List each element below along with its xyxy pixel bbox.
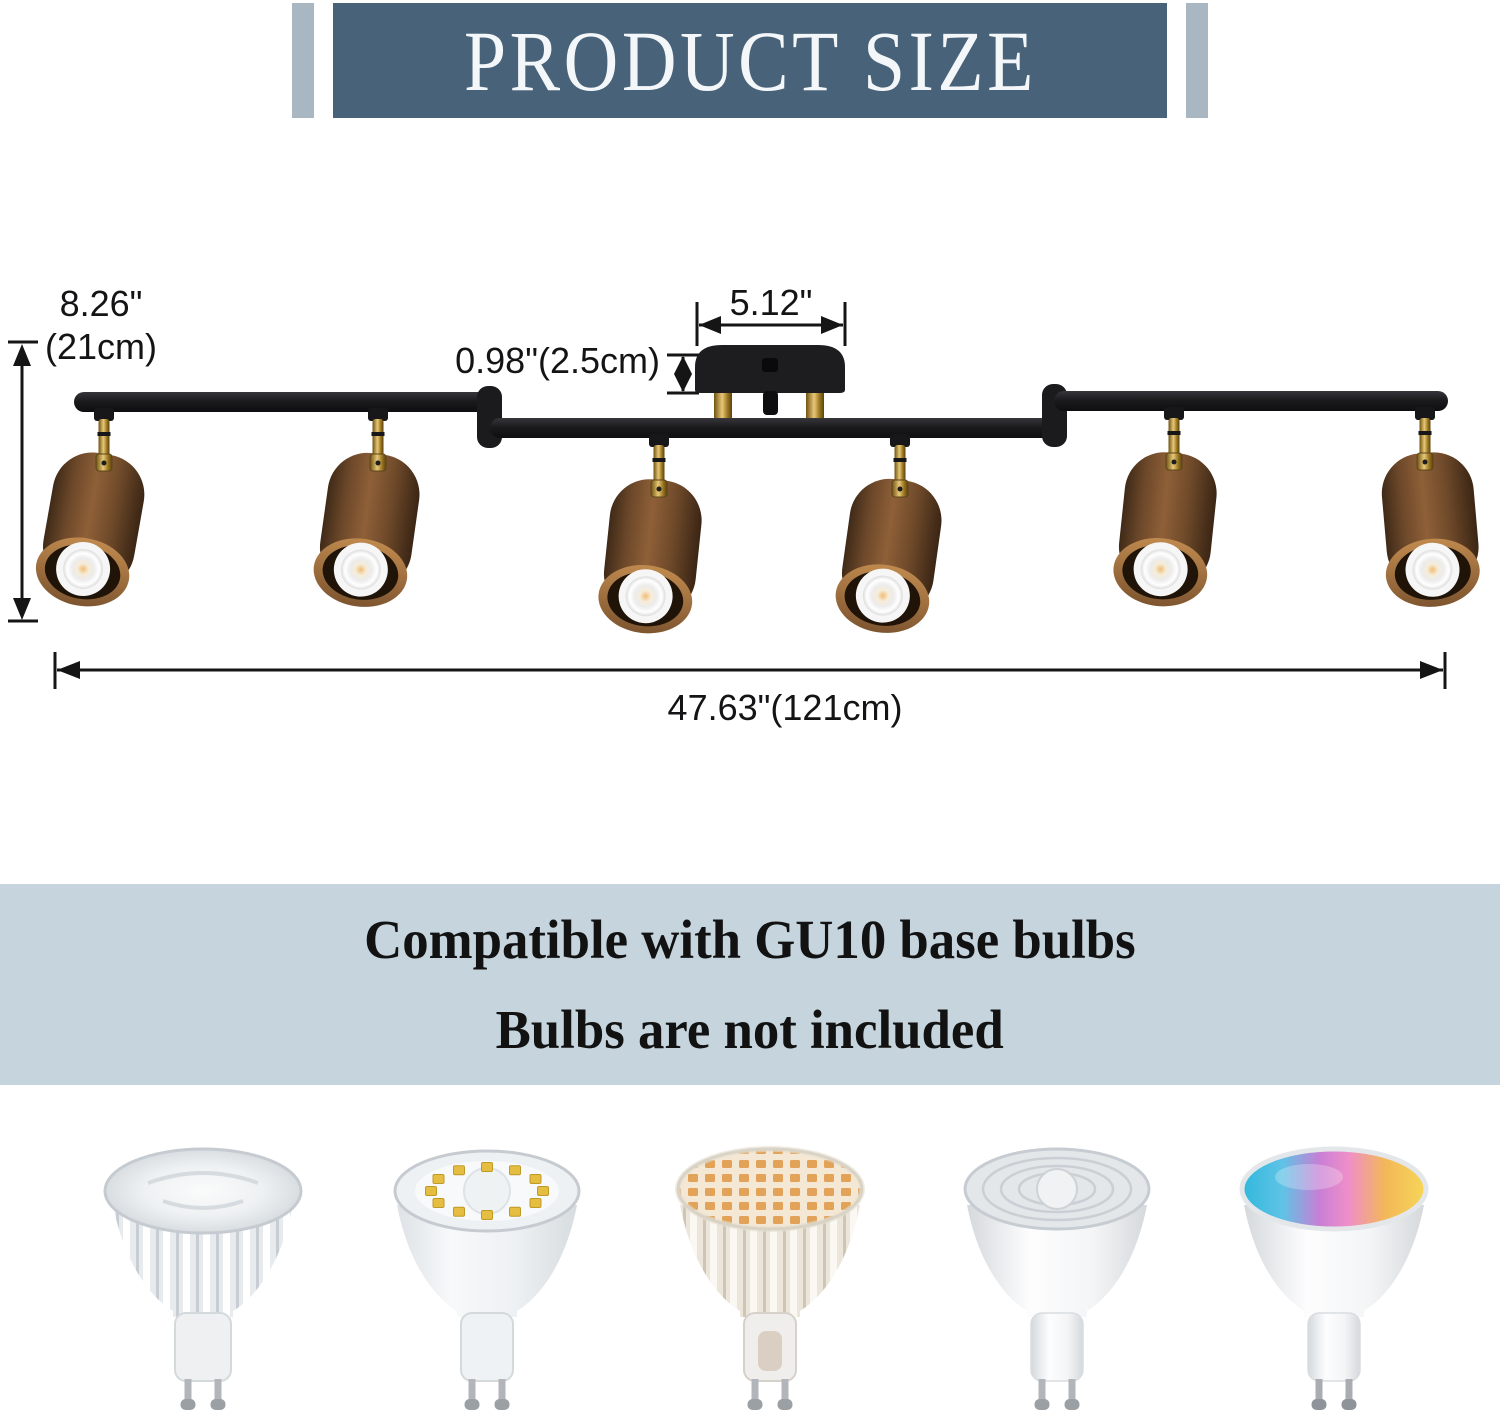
elbow-joint-left [477, 386, 502, 448]
track-bar-right [1054, 391, 1448, 411]
led-chip-ring-gu10-bulb-icon [393, 1149, 581, 1410]
page-title: PRODUCT SIZE [463, 12, 1037, 109]
bulb-examples-row: iLC [103, 1146, 1429, 1410]
compatibility-line-2: Bulbs are not included [495, 999, 1005, 1060]
spotlight-stem-3 [648, 433, 670, 498]
total-width-label: 47.63"(121cm) [667, 687, 903, 728]
spotlight-stem-4 [889, 433, 911, 498]
spotlight-head-3 [595, 474, 706, 639]
height-dimension-label: 8.26" (21cm) [26, 282, 176, 368]
compatibility-line-1: Compatible with GU10 base bulbs [364, 909, 1136, 970]
height-inches: 8.26" [59, 283, 143, 324]
canopy-width-arrow [695, 302, 847, 346]
banner-side-bar-left [292, 3, 314, 118]
height-cm: (21cm) [44, 326, 157, 368]
frosted-glass-gu10-bulb-icon [103, 1147, 303, 1410]
product-diagram [8, 302, 1484, 689]
spotlight-head-6 [1375, 449, 1484, 611]
spotlight-stem-2 [367, 407, 389, 472]
banner-side-bar-right [1186, 3, 1208, 118]
track-bar-middle [490, 418, 1060, 438]
canopy-height-arrow [667, 353, 699, 395]
spotlight-stem-6 [1414, 406, 1436, 471]
faceted-lens-gu10-bulb-icon [963, 1147, 1151, 1410]
spotlight-head-2 [309, 447, 425, 613]
canopy-height-label: 0.98"(2.5cm) [455, 340, 660, 381]
height-dimension-arrow [8, 340, 38, 623]
track-bar-left [74, 392, 498, 412]
title-banner: PRODUCT SIZE [333, 3, 1167, 118]
total-width-arrow [53, 652, 1447, 689]
spotlight-head-5 [1110, 447, 1221, 612]
canopy-width-label: 5.12" [729, 282, 813, 323]
rgb-smart-gu10-bulb-icon: iLC [1239, 1146, 1429, 1410]
spotlight-head-4 [831, 473, 947, 639]
compatibility-band: Compatible with GU10 base bulbs Bulbs ar… [0, 884, 1500, 1085]
header: PRODUCT SIZE [0, 3, 1500, 118]
spotlight-stem-1 [93, 407, 115, 472]
amber-led-array-gu10-bulb-icon [675, 1146, 865, 1410]
spotlight-head-1 [30, 445, 151, 614]
spotlight-stem-5 [1163, 406, 1185, 471]
